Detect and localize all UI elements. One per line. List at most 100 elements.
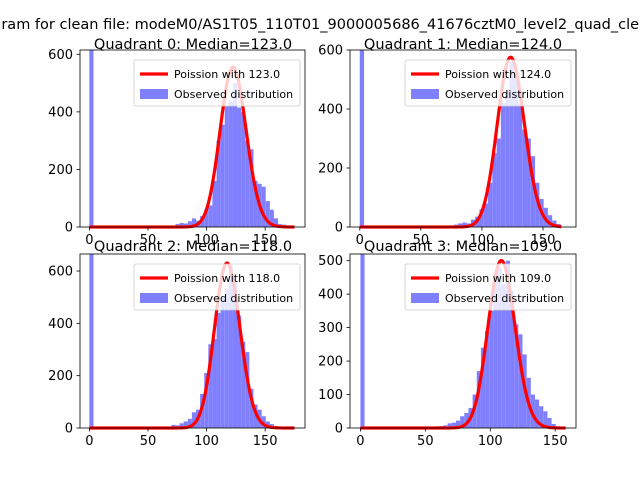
axes: 0 50 100 150 0 200 400 600 bbox=[318, 44, 577, 248]
histogram-bar bbox=[517, 103, 523, 227]
histogram-bar bbox=[510, 290, 515, 428]
histogram-bar bbox=[89, 254, 94, 428]
histogram-bar bbox=[241, 341, 246, 428]
legend-label-observed: Observed distribution bbox=[174, 292, 293, 305]
x-tick-label: 100 bbox=[194, 434, 219, 449]
histogram-bar bbox=[253, 404, 258, 428]
legend-label-observed: Observed distribution bbox=[174, 88, 293, 101]
histogram-bar bbox=[212, 180, 217, 227]
legend-patch-swatch bbox=[411, 293, 439, 303]
x-tick-label: 50 bbox=[413, 233, 430, 248]
axes-frame bbox=[349, 253, 577, 429]
histogram-bar bbox=[232, 83, 238, 227]
histogram-bar bbox=[261, 186, 266, 227]
histogram-bar bbox=[208, 344, 213, 428]
x-tick-label: 0 bbox=[356, 434, 364, 449]
legend-box bbox=[133, 263, 301, 311]
histogram-bar bbox=[359, 50, 365, 227]
y-tick-label: 400 bbox=[48, 105, 73, 120]
histogram-bar bbox=[464, 412, 469, 428]
y-tick-label: 100 bbox=[318, 388, 343, 403]
histogram-bar bbox=[212, 339, 217, 428]
x-tick-label: 0 bbox=[85, 434, 93, 449]
x-tick-label: 150 bbox=[253, 434, 278, 449]
histogram-bar bbox=[501, 284, 506, 428]
histogram-bar bbox=[535, 182, 540, 227]
histogram-bar bbox=[500, 103, 506, 227]
histogram-bar bbox=[220, 124, 225, 227]
legend-patch-swatch bbox=[140, 293, 168, 303]
histogram-bars bbox=[89, 50, 291, 227]
histogram-bar bbox=[505, 260, 511, 428]
figure-suptitle: Histogram for clean file: modeM0/AS1T05_… bbox=[0, 17, 640, 33]
histogram-bar bbox=[183, 223, 188, 227]
histogram-bar bbox=[493, 280, 498, 428]
axes-frame bbox=[79, 253, 306, 429]
histogram-bar bbox=[514, 324, 519, 428]
histogram-bar bbox=[483, 203, 489, 227]
histogram-bar bbox=[245, 140, 250, 227]
histogram-bar bbox=[479, 209, 484, 227]
axes: 0 50 100 150 0 200 400 600 bbox=[48, 48, 306, 248]
axes-frame bbox=[349, 49, 577, 228]
panel-quadrant-2: Quadrant 2: Median=118.0 0 50 100 150 0 200 40… bbox=[48, 239, 306, 449]
y-tick-label: 200 bbox=[318, 355, 343, 370]
histogram-bar bbox=[447, 423, 452, 428]
histogram-bar bbox=[253, 180, 258, 227]
histogram-bar bbox=[518, 334, 523, 428]
legend-label-poisson: Poission with 124.0 bbox=[445, 68, 551, 81]
histogram-bar bbox=[455, 420, 461, 428]
histogram-bar bbox=[224, 289, 229, 428]
x-tick-label: 50 bbox=[140, 434, 157, 449]
histogram-bar bbox=[513, 73, 518, 227]
histogram-bar bbox=[187, 221, 192, 227]
histogram-bar bbox=[179, 423, 184, 428]
histogram-bar bbox=[237, 107, 242, 227]
histogram-bar bbox=[451, 422, 456, 428]
legend: Poission with 123.0 Observed distribution bbox=[133, 59, 301, 107]
x-tick-label: 150 bbox=[543, 434, 568, 449]
histogram-bar bbox=[488, 182, 493, 227]
histogram-bar bbox=[552, 220, 557, 227]
histogram-bar bbox=[249, 388, 254, 428]
histogram-bar bbox=[216, 140, 221, 227]
y-tick-label: 600 bbox=[48, 265, 73, 280]
panel-title: Quadrant 1: Median=124.0 bbox=[364, 37, 562, 53]
y-tick-label: 200 bbox=[318, 162, 343, 177]
x-tick-label: 150 bbox=[253, 233, 278, 248]
x-tick-label: 150 bbox=[531, 233, 556, 248]
axes: 0 50 100 150 0 100 200 300 400 500 bbox=[318, 253, 577, 449]
legend-patch-swatch bbox=[411, 89, 439, 99]
histogram-bar bbox=[265, 201, 270, 227]
histogram-bar bbox=[89, 50, 94, 227]
histogram-bar bbox=[241, 111, 246, 227]
y-tick-label: 400 bbox=[48, 317, 73, 332]
histogram-bar bbox=[476, 371, 481, 428]
legend-label-poisson: Poission with 123.0 bbox=[174, 68, 280, 81]
histogram-bar bbox=[216, 312, 221, 428]
histogram-bar bbox=[249, 149, 254, 227]
histogram-bar bbox=[269, 209, 274, 227]
legend-label-observed: Observed distribution bbox=[445, 292, 564, 305]
histogram-bar bbox=[543, 411, 548, 428]
histogram-bar bbox=[191, 218, 197, 227]
histogram-bar bbox=[204, 209, 209, 227]
histogram-bar bbox=[530, 156, 536, 227]
histogram-bar bbox=[261, 416, 266, 428]
legend-patch-swatch bbox=[140, 89, 168, 99]
y-tick-label: 600 bbox=[48, 48, 73, 63]
histogram-bar bbox=[522, 129, 527, 227]
legend-label-poisson: Poission with 118.0 bbox=[174, 272, 280, 285]
histogram-bar bbox=[480, 347, 486, 428]
histogram-bar bbox=[220, 297, 225, 428]
panel-title: Quadrant 2: Median=118.0 bbox=[94, 239, 292, 255]
histogram-bar bbox=[509, 61, 514, 227]
panel-quadrant-0: Quadrant 0: Median=123.0 0 50 100 150 0 200 40… bbox=[48, 37, 306, 248]
histogram-bar bbox=[460, 416, 465, 428]
y-tick-label: 0 bbox=[65, 221, 73, 236]
panel-title: Quadrant 0: Median=123.0 bbox=[94, 37, 292, 53]
histogram-bar bbox=[183, 421, 188, 428]
axes-frame bbox=[79, 49, 306, 228]
legend: Poission with 124.0 Observed distribution bbox=[404, 59, 572, 107]
x-tick-label: 0 bbox=[85, 233, 93, 248]
